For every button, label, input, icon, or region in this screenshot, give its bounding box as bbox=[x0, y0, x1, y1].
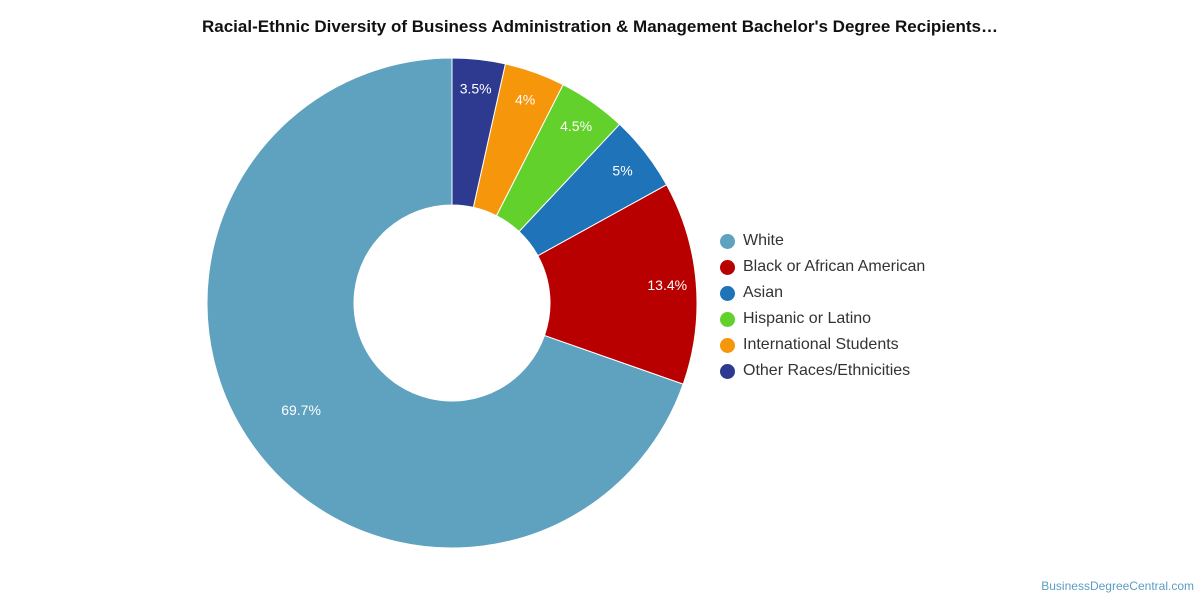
slice-label: 4% bbox=[515, 92, 535, 108]
legend-swatch-icon bbox=[720, 311, 735, 327]
legend-label: White bbox=[743, 232, 784, 249]
slice-white bbox=[206, 57, 684, 549]
legend-item[interactable]: Hispanic or Latino bbox=[720, 306, 925, 332]
slice-label: 5% bbox=[612, 162, 632, 178]
legend-item[interactable]: White bbox=[720, 228, 925, 254]
legend-swatch-icon bbox=[720, 285, 735, 301]
slice-label: 13.4% bbox=[647, 277, 687, 293]
legend-swatch-icon bbox=[720, 337, 735, 353]
legend-item[interactable]: Other Races/Ethnicities bbox=[720, 358, 925, 384]
legend-item[interactable]: Asian bbox=[720, 280, 925, 306]
slice-black-or-african-american bbox=[537, 184, 698, 385]
legend-label: International Students bbox=[743, 336, 899, 353]
legend-label: Black or African American bbox=[743, 258, 926, 275]
slice-other-races-ethnicities bbox=[451, 57, 506, 208]
slice-label: 69.7% bbox=[281, 402, 321, 418]
slice-international-students bbox=[472, 63, 564, 217]
legend-swatch-icon bbox=[720, 259, 735, 275]
slice-asian bbox=[518, 123, 668, 257]
slice-hispanic-or-latino bbox=[495, 83, 621, 233]
legend: White Black or African American Asian Hispa… bbox=[720, 228, 925, 384]
watermark: BusinessDegreeCentral.com bbox=[1041, 579, 1194, 593]
slice-label: 3.5% bbox=[460, 80, 492, 96]
legend-swatch-icon bbox=[720, 363, 735, 379]
slice-label: 4.5% bbox=[560, 118, 592, 134]
legend-label: Asian bbox=[743, 284, 784, 301]
legend-item[interactable]: International Students bbox=[720, 332, 925, 358]
legend-item[interactable]: Black or African American bbox=[720, 254, 925, 280]
legend-swatch-icon bbox=[720, 233, 735, 249]
legend-label: Other Races/Ethnicities bbox=[743, 362, 911, 379]
legend-label: Hispanic or Latino bbox=[743, 310, 872, 327]
chart-title: Racial-Ethnic Diversity of Business Admi… bbox=[201, 17, 998, 36]
